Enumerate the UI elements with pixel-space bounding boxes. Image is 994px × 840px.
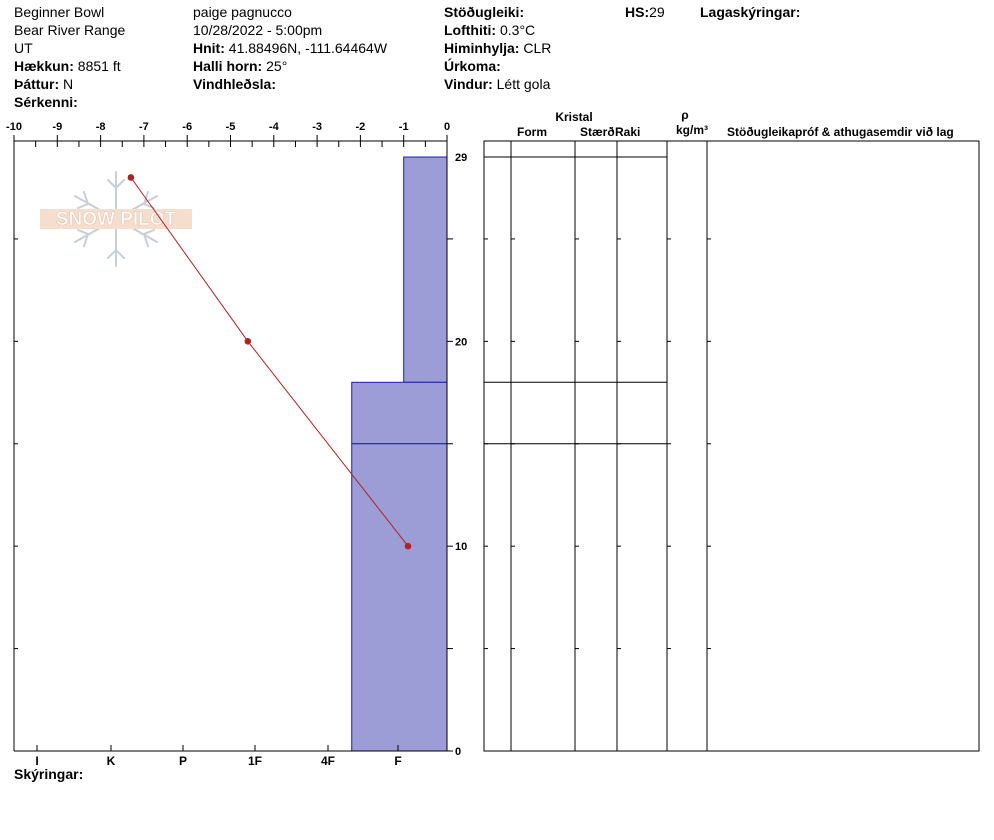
height-tick-label: 20 — [455, 336, 467, 348]
wind-label: Vindur: — [444, 76, 493, 92]
air-temp-label: Lofthiti: — [444, 22, 497, 38]
hardness-tick-label: K — [107, 754, 116, 768]
elevation-row: Hækkun: 8851 ft — [14, 58, 121, 74]
layer-table-frame — [483, 140, 980, 752]
logo-banner — [40, 209, 192, 229]
slope-row: Halli horn: 25° — [193, 58, 287, 74]
hardness-tick-label: I — [35, 754, 38, 768]
hs-label: HS: — [625, 4, 650, 20]
hardness-tick-label: 4F — [321, 754, 335, 768]
temperature-point — [404, 542, 412, 550]
height-tick-label: 10 — [455, 541, 467, 553]
elevation-value: 8851 ft — [77, 58, 121, 74]
air-temp-value: 0.3°C — [499, 22, 536, 38]
temp-tick-label: 0 — [444, 121, 450, 133]
sky-row: Himinhylja: CLR — [444, 40, 551, 56]
aspect-row: Þáttur: N — [14, 76, 73, 92]
wind-row: Vindur: Létt gola — [444, 76, 550, 92]
temp-tick-label: -6 — [182, 121, 192, 133]
comments-header: Stöðugleikapróf & athugasemdir við lag — [727, 125, 954, 139]
temp-tick-label: -3 — [312, 121, 322, 133]
temp-tick-label: -5 — [226, 121, 236, 133]
logo-text: SNOW PILOT — [56, 209, 177, 230]
hardness-layer-bar — [351, 381, 448, 445]
slope-label: Halli horn: — [193, 58, 263, 74]
temp-tick-label: -7 — [139, 121, 149, 133]
wind-loading-label: Vindhleðsla: — [193, 76, 276, 92]
moisture-header: Raki — [615, 125, 640, 139]
precip-label: Úrkoma: — [444, 58, 501, 74]
temp-tick-label: -2 — [356, 121, 366, 133]
stability-label: Stöðugleiki: — [444, 4, 525, 20]
aspect-value: N — [63, 76, 74, 92]
hardness-tick-label: 1F — [248, 754, 262, 768]
form-header: Form — [517, 125, 547, 139]
specifics-label: Sérkenni: — [14, 94, 78, 110]
observer-name: paige pagnucco — [193, 4, 292, 20]
size-header: Stærð — [580, 125, 615, 139]
snowpilot-logo: SNOW PILOT — [40, 171, 192, 267]
temp-tick-label: -8 — [96, 121, 106, 133]
density-unit-header: kg/m³ — [676, 123, 708, 137]
air-temp-row: Lofthiti: 0.3°C — [444, 22, 535, 38]
hardness-layer-bar — [351, 443, 448, 752]
hs-value: 29 — [649, 4, 665, 20]
state: UT — [14, 40, 33, 56]
coords-label: Hnit: — [193, 40, 225, 56]
observation-datetime: 10/28/2022 - 5:00pm — [193, 22, 323, 38]
temperature-point — [127, 174, 135, 181]
layer-notes-label: Lagaskýringar: — [700, 4, 801, 20]
wind-value: Létt gola — [496, 76, 551, 92]
height-tick-label: 0 — [455, 746, 461, 758]
mountain-range: Bear River Range — [14, 22, 126, 38]
location-name: Beginner Bowl — [14, 4, 105, 20]
height-tick-label: 29 — [455, 152, 467, 164]
coords-row: Hnit: 41.88496N, -111.64464W — [193, 40, 387, 56]
temp-tick-label: -4 — [269, 121, 280, 133]
hardness-tick-label: P — [179, 754, 187, 768]
hs-row: HS:29 — [625, 4, 665, 20]
density-symbol: ρ — [681, 108, 688, 122]
hardness-tick-label: F — [394, 754, 401, 768]
crystal-header: Kristal — [555, 110, 592, 124]
temp-tick-label: -10 — [6, 121, 22, 133]
sky-label: Himinhylja: — [444, 40, 520, 56]
slope-value: 25° — [266, 58, 288, 74]
hardness-layer-bar — [403, 156, 448, 383]
sky-value: CLR — [523, 40, 552, 56]
aspect-label: Þáttur: — [14, 76, 60, 92]
temp-tick-label: -1 — [399, 121, 409, 133]
temperature-point — [244, 338, 252, 345]
elevation-label: Hækkun: — [14, 58, 74, 74]
notes-label: Skýringar: — [14, 766, 84, 782]
temp-tick-label: -9 — [52, 121, 62, 133]
coords-value: 41.88496N, -111.64464W — [228, 40, 388, 56]
